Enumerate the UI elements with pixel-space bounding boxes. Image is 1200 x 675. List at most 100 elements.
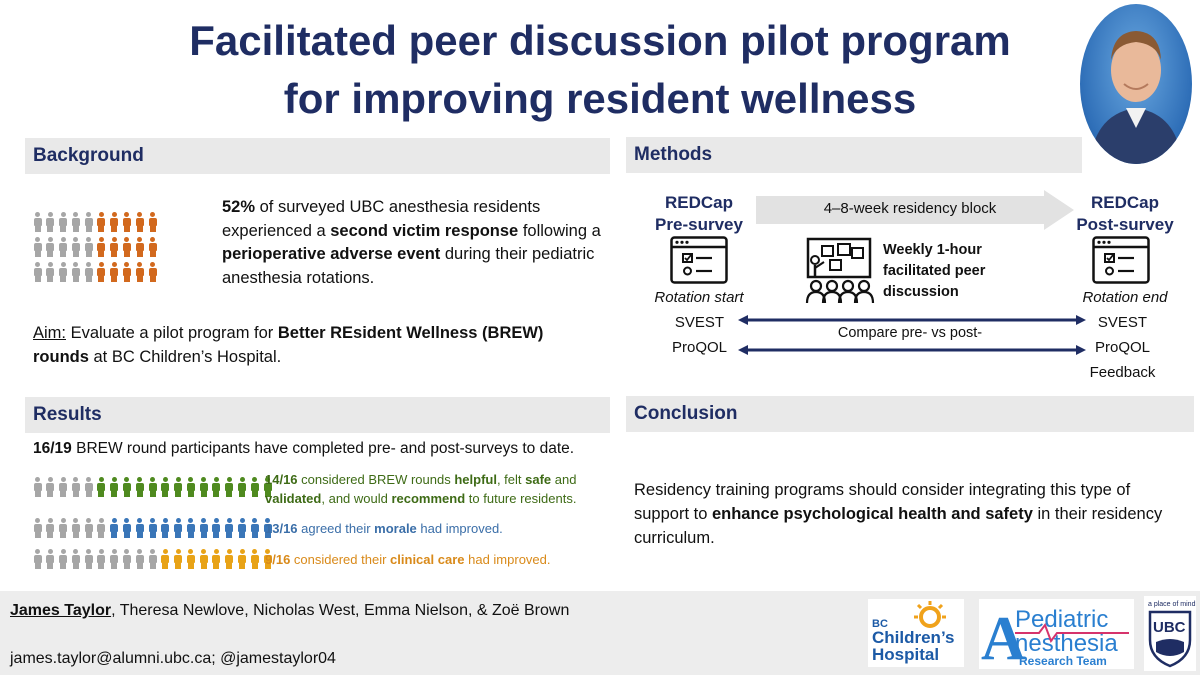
person-icon <box>46 549 55 569</box>
result-1-t4: , and would <box>321 491 392 506</box>
result-item-3: 9/16 considered their clinical care had … <box>265 550 605 569</box>
person-icon <box>122 237 131 257</box>
pre-measure-svest: SVEST <box>674 314 725 331</box>
title-line-2: for improving resident wellness <box>283 75 917 122</box>
result-1-fraction: 14/16 <box>265 472 298 487</box>
person-icon <box>110 262 119 282</box>
person-icon <box>71 262 80 282</box>
ubc-wordmark: UBC <box>1153 619 1186 636</box>
person-icon <box>33 212 42 232</box>
result-2-b1: morale <box>374 521 417 536</box>
person-icon <box>263 549 272 569</box>
post-survey-label: REDCap Post-survey <box>1066 192 1184 236</box>
person-icon <box>84 212 93 232</box>
person-icon <box>33 262 42 282</box>
result-item-1: 14/16 considered BREW rounds helpful, fe… <box>265 470 605 508</box>
person-icon <box>59 549 68 569</box>
coauthors: , Theresa Newlove, Nicholas West, Emma N… <box>111 602 570 619</box>
person-icon <box>199 477 208 497</box>
conclusion-t1: Residency training programs should consi… <box>634 481 1131 523</box>
aim-bold: Better REsident Wellness (BREW) rounds <box>33 324 544 366</box>
person-icon <box>84 518 93 538</box>
compare-label: Compare pre- vs post- <box>837 325 983 341</box>
person-icon <box>238 518 247 538</box>
background-stat: 52% <box>222 198 256 216</box>
person-icon <box>71 518 80 538</box>
lead-author: James Taylor <box>10 602 112 619</box>
person-icon <box>71 549 80 569</box>
post-measure-proqol: ProQOL <box>1094 339 1151 356</box>
result-3-fraction: 9/16 <box>265 552 291 567</box>
bcch-logo-line1: Children’s <box>872 628 955 647</box>
result-1-b2: safe <box>525 472 552 487</box>
post-survey-form-icon <box>1092 236 1150 284</box>
person-icon <box>84 262 93 282</box>
person-icon <box>161 518 170 538</box>
person-icon <box>46 518 55 538</box>
part-logo-team: Research Team <box>1019 654 1107 668</box>
background-text: 52% of surveyed UBC anesthesia residents… <box>222 196 602 290</box>
person-icon <box>135 477 144 497</box>
person-icon <box>122 212 131 232</box>
bc-childrens-hospital-logo: BC Children’s Hospital <box>868 599 964 667</box>
weekly-discussion-label: Weekly 1-hour facilitated peer discussio… <box>883 242 986 300</box>
pre-survey-label-2: Pre-survey <box>655 215 743 234</box>
person-icon <box>263 477 272 497</box>
person-icon <box>186 477 195 497</box>
people-icon-row <box>33 518 272 538</box>
rotation-start-label: Rotation start <box>654 289 744 306</box>
person-icon <box>46 212 55 232</box>
result-1-t3: and <box>551 472 577 487</box>
result-2-t2: had improved. <box>416 521 503 536</box>
methods-header: Methods <box>626 137 1082 173</box>
conclusion-b1: enhance psychological health and safety <box>711 505 1033 523</box>
bcch-logo-line2: Hospital <box>872 645 939 664</box>
post-measure-svest: SVEST <box>1097 314 1148 331</box>
pre-measure-proqol: ProQOL <box>671 339 728 356</box>
person-icon <box>135 549 144 569</box>
result-item-2: 13/16 agreed their morale had improved. <box>265 519 605 538</box>
person-icon <box>225 518 234 538</box>
group-discussion-icon <box>805 237 875 304</box>
background-bold-1: second victim response <box>330 221 519 240</box>
person-icon <box>199 549 208 569</box>
compare-arrows-icon <box>738 315 1086 355</box>
conclusion-t2: in their residency curriculum. <box>634 505 1163 547</box>
person-icon <box>135 237 144 257</box>
people-icon-row <box>33 477 272 497</box>
pre-survey-label-1: REDCap <box>664 193 733 212</box>
post-survey-label-1: REDCap <box>1090 193 1159 212</box>
part-logo-anesthesia: nesthesia <box>1015 630 1118 657</box>
person-icon <box>199 518 208 538</box>
background-text-2: following a <box>518 221 601 240</box>
person-icon <box>71 212 80 232</box>
person-icon <box>122 262 131 282</box>
conclusion-text: Residency training programs should consi… <box>634 478 1179 550</box>
aim-text: Aim: Evaluate a pilot program for Better… <box>33 322 603 369</box>
person-icon <box>161 549 170 569</box>
presenter-photo <box>1080 4 1192 164</box>
person-icon <box>59 237 68 257</box>
person-icon <box>110 518 119 538</box>
post-measures: SVEST ProQOL Feedback <box>1075 310 1170 385</box>
post-survey-label-2: Post-survey <box>1076 215 1174 234</box>
pre-survey-label: REDCap Pre-survey <box>640 192 758 236</box>
person-icon <box>174 549 183 569</box>
person-icon <box>122 477 131 497</box>
person-icon <box>148 518 157 538</box>
person-icon <box>174 518 183 538</box>
person-icon <box>148 212 157 232</box>
person-icon <box>263 518 272 538</box>
result-1-b3: validated <box>265 491 322 506</box>
title-line-1: Facilitated peer discussion pilot progra… <box>189 17 1011 64</box>
background-text-1: of surveyed UBC anesthesia residents exp… <box>222 198 541 240</box>
pre-measures: SVEST ProQOL <box>652 310 747 360</box>
aim-text-2: at BC Children’s Hospital. <box>88 347 282 366</box>
person-icon <box>59 518 68 538</box>
conclusion-header: Conclusion <box>626 396 1194 432</box>
person-icon <box>97 549 106 569</box>
person-icon <box>225 477 234 497</box>
person-icon <box>250 549 259 569</box>
part-logo-a: A <box>981 605 1026 669</box>
poster-title: Facilitated peer discussion pilot progra… <box>100 12 1100 128</box>
